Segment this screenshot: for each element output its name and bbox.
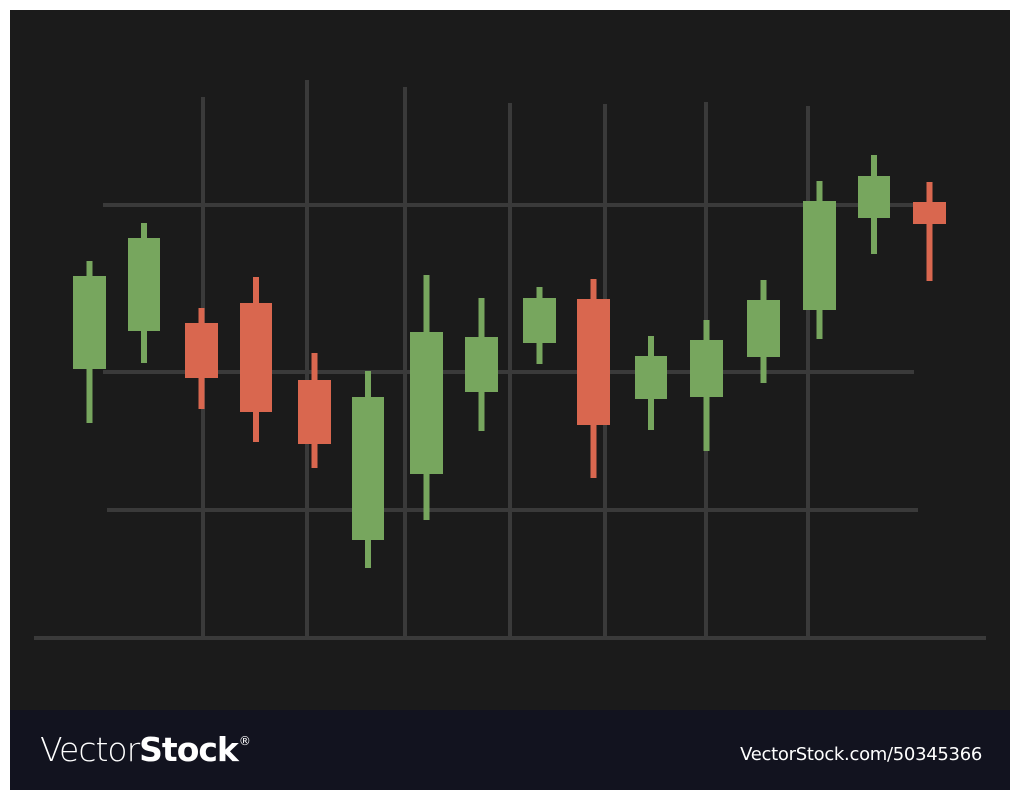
- candle-wick: [926, 182, 933, 281]
- candle-up: [352, 371, 384, 568]
- candle-up: [465, 298, 498, 431]
- candle-body: [523, 298, 556, 343]
- watermark-footer: VectorStock® VectorStock.com/50345366: [10, 710, 1010, 790]
- grid-hline: [103, 370, 914, 374]
- candle-up: [128, 223, 160, 363]
- candle-body: [128, 238, 160, 331]
- grid-hline: [107, 508, 918, 512]
- candle-body: [577, 299, 610, 425]
- candlestick-chart: [34, 80, 986, 640]
- candle-body: [410, 332, 443, 474]
- candle-body: [73, 276, 106, 369]
- candle-down: [577, 279, 610, 478]
- candle-down: [913, 182, 946, 281]
- candle-up: [747, 280, 780, 383]
- candle-down: [240, 277, 272, 442]
- candle-body: [803, 201, 836, 310]
- candle-body: [298, 380, 331, 444]
- grid-hline: [103, 203, 913, 207]
- grid-lines: [34, 80, 986, 640]
- candle-up: [858, 155, 890, 254]
- candle-body: [465, 337, 498, 392]
- candle-body: [352, 397, 384, 540]
- candle-up: [523, 287, 556, 364]
- grid-vline: [305, 80, 309, 638]
- candle-up: [803, 181, 836, 339]
- candle-up: [410, 275, 443, 520]
- chart-area: [10, 10, 1010, 710]
- candle-body: [240, 303, 272, 412]
- vectorstock-logo: VectorStock®: [40, 730, 251, 769]
- grid-vline: [403, 87, 407, 638]
- candle-body: [185, 323, 218, 378]
- candle-body: [690, 340, 723, 397]
- brand-light: Vector: [40, 730, 140, 769]
- registered-mark: ®: [238, 734, 251, 748]
- candle-down: [185, 308, 218, 409]
- brand-bold: Stock: [139, 730, 239, 769]
- candles: [73, 155, 946, 568]
- candle-body: [858, 176, 890, 218]
- candle-down: [298, 353, 331, 468]
- x-axis-baseline: [34, 636, 986, 640]
- candle-up: [73, 261, 106, 423]
- candle-body: [635, 356, 667, 399]
- candle-body: [747, 300, 780, 357]
- image-id-text: VectorStock.com/50345366: [740, 744, 982, 765]
- candle-up: [635, 336, 667, 430]
- candle-body: [913, 202, 946, 224]
- candle-up: [690, 320, 723, 451]
